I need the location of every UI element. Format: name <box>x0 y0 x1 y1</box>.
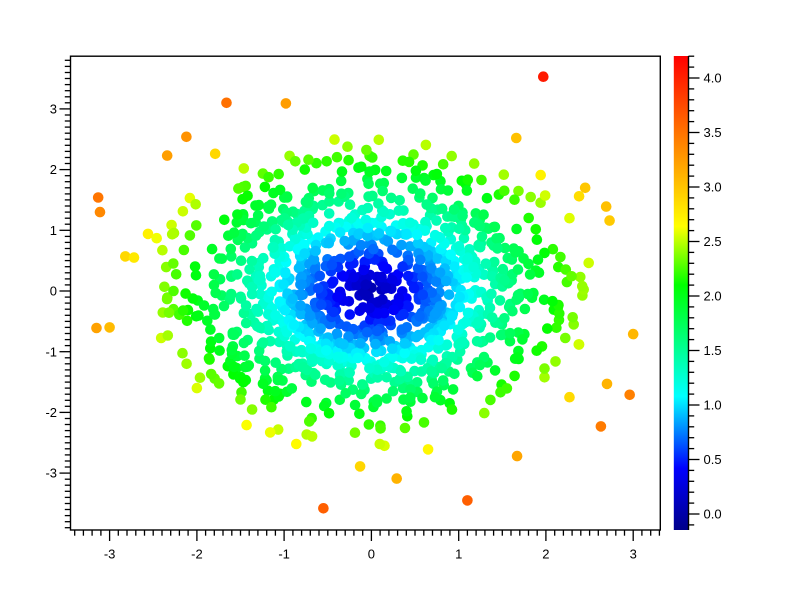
svg-text:-1: -1 <box>45 344 57 359</box>
svg-text:3.0: 3.0 <box>704 180 722 195</box>
svg-text:-1: -1 <box>278 547 290 562</box>
svg-text:2.5: 2.5 <box>704 234 722 249</box>
svg-text:0: 0 <box>368 547 375 562</box>
svg-text:0.0: 0.0 <box>704 507 722 522</box>
svg-text:3: 3 <box>50 102 57 117</box>
svg-text:0: 0 <box>50 284 57 299</box>
svg-text:-3: -3 <box>45 466 57 481</box>
svg-text:1.5: 1.5 <box>704 343 722 358</box>
svg-text:2: 2 <box>542 547 549 562</box>
svg-text:-2: -2 <box>45 405 57 420</box>
svg-text:0.5: 0.5 <box>704 452 722 467</box>
svg-text:1: 1 <box>50 223 57 238</box>
svg-text:2.0: 2.0 <box>704 289 722 304</box>
svg-text:1.0: 1.0 <box>704 398 722 413</box>
svg-text:-3: -3 <box>104 547 116 562</box>
svg-text:3.5: 3.5 <box>704 125 722 140</box>
svg-text:2: 2 <box>50 162 57 177</box>
svg-text:1: 1 <box>455 547 462 562</box>
svg-text:4.0: 4.0 <box>704 71 722 86</box>
svg-text:-2: -2 <box>191 547 203 562</box>
svg-text:3: 3 <box>630 547 637 562</box>
